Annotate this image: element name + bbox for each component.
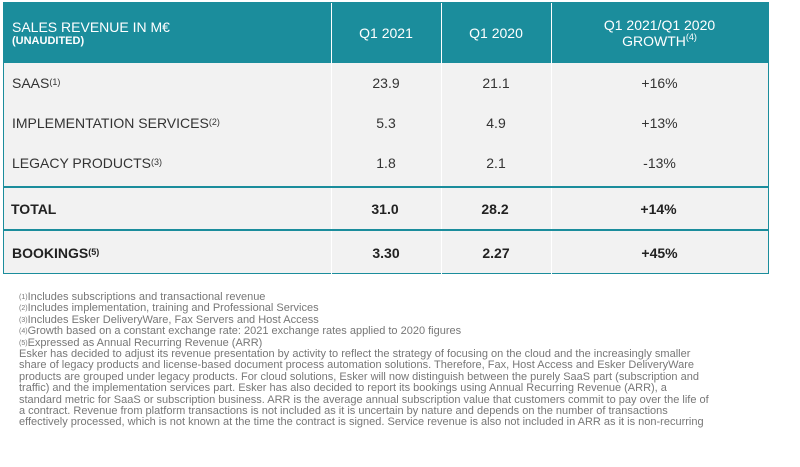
label-text: LEGACY PRODUCTS — [12, 155, 151, 171]
header-subtitle: (UNAUDITED) — [12, 35, 85, 47]
label-text: BOOKINGS — [12, 245, 89, 261]
footnote-ref: (1) — [49, 77, 61, 87]
value-cell: 31.0 — [371, 200, 399, 217]
footnote-text: Includes implementation, training and Pr… — [27, 302, 319, 315]
row-label: SAAS (1) — [12, 63, 332, 103]
paragraph-line: a contract. Revenue from platform transa… — [19, 405, 668, 418]
footnote-ref: (2) — [208, 117, 220, 127]
table-row: SAAS (1) 23.9 21.1 +16% — [4, 63, 768, 103]
header-col: GROWTH — [622, 33, 686, 49]
value-cell: 21.1 — [482, 75, 510, 91]
paragraph-line: effectively processed, which is not know… — [19, 416, 704, 429]
value-cell: +13% — [641, 115, 678, 131]
value-cell: 2.1 — [486, 155, 506, 171]
paragraph-line: standard metric for SaaS or subscription… — [19, 393, 709, 406]
value-cell: 3.30 — [372, 245, 400, 261]
footnote-ref: (5) — [88, 247, 100, 257]
paragraph-line: Esker has decided to adjust its revenue … — [19, 348, 691, 361]
footnote-num: (5) — [19, 339, 28, 347]
label-text: TOTAL — [11, 200, 57, 217]
header-col: Q1 2021/Q1 2020 — [603, 17, 716, 33]
footnote: (1)Includes subscriptions and transactio… — [19, 291, 709, 303]
footnote: (2)Includes implementation, training and… — [19, 303, 709, 314]
footnote: (3)Includes Esker DeliveryWare, Fax Serv… — [19, 313, 709, 326]
label-text: SAAS — [12, 75, 50, 91]
paragraph-line: products are grouped under legacy produc… — [19, 370, 699, 383]
value-cell: +16% — [641, 75, 678, 91]
footnote-ref: (3) — [151, 157, 162, 167]
table-header: SALES REVENUE IN M€ (UNAUDITED) Q1 2021 … — [4, 3, 768, 63]
footnote: (5)Expressed as Annual Recurring Revenue… — [19, 336, 709, 349]
footnote-text: Includes subscriptions and transactional… — [27, 291, 266, 303]
table-row: IMPLEMENTATION SERVICES (2) 5.3 4.9 +13% — [4, 103, 768, 143]
row-label: BOOKINGS (5) — [12, 231, 332, 275]
value-cell: 2.27 — [482, 245, 510, 261]
table-row: LEGACY PRODUCTS (3) 1.8 2.1 -13% — [4, 143, 768, 183]
row-label: TOTAL — [11, 188, 331, 229]
value-cell: -13% — [643, 155, 676, 171]
table-row: BOOKINGS (5) 3.30 2.27 +45% — [4, 231, 768, 275]
footnote-num: (1) — [19, 294, 28, 301]
revenue-table: SALES REVENUE IN M€ (UNAUDITED) Q1 2021 … — [3, 2, 769, 275]
value-cell: +45% — [641, 245, 678, 261]
footnote-num: (3) — [19, 316, 28, 324]
footnote-text: Includes Esker DeliveryWare, Fax Servers… — [27, 313, 319, 326]
footnote-num: (2) — [19, 305, 28, 313]
footnote-ref: (4) — [685, 32, 697, 42]
value-cell: +14% — [640, 200, 677, 217]
footnote: (4)Growth based on a constant exchange r… — [19, 326, 709, 337]
table-row: TOTAL 31.0 28.2 +14% — [3, 186, 769, 231]
footnote-text: Growth based on a constant exchange rate… — [27, 325, 462, 338]
header-col: Q1 2021 — [359, 25, 413, 41]
value-cell: 28.2 — [481, 200, 509, 217]
value-cell: 5.3 — [376, 115, 396, 131]
paragraph-line: traffic) and the implementation services… — [19, 382, 667, 395]
row-label: IMPLEMENTATION SERVICES (2) — [12, 103, 332, 143]
footnotes: (1)Includes subscriptions and transactio… — [19, 291, 709, 429]
label-text: IMPLEMENTATION SERVICES — [12, 115, 209, 131]
footnote-num: (4) — [19, 328, 28, 336]
paragraph-line: share of legacy products and license-bas… — [19, 359, 695, 372]
value-cell: 4.9 — [486, 115, 506, 131]
row-label: LEGACY PRODUCTS (3) — [12, 143, 332, 183]
header-col: Q1 2020 — [469, 25, 523, 41]
value-cell: 1.8 — [376, 155, 396, 171]
footnote-text: Expressed as Annual Recurring Revenue (A… — [27, 336, 263, 349]
header-title: SALES REVENUE IN M€ — [12, 19, 170, 35]
value-cell: 23.9 — [372, 75, 400, 91]
